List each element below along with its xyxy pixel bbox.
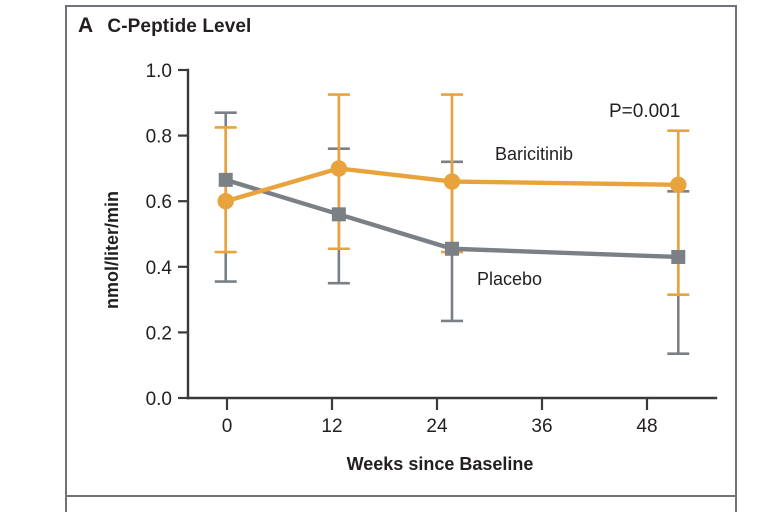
panel-below-section [65,497,737,512]
panel-frame [65,5,737,497]
page-title: C-Peptide Level [107,16,252,37]
panel-letter: A [78,14,94,37]
panel-divider [65,495,737,497]
panel-title: A C-Peptide Level [78,14,251,38]
